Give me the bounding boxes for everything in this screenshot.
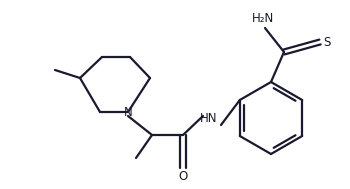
Text: N: N — [124, 105, 132, 119]
Text: HN: HN — [200, 112, 218, 125]
Text: H₂N: H₂N — [252, 12, 274, 26]
Text: O: O — [178, 170, 188, 184]
Text: S: S — [323, 36, 331, 49]
